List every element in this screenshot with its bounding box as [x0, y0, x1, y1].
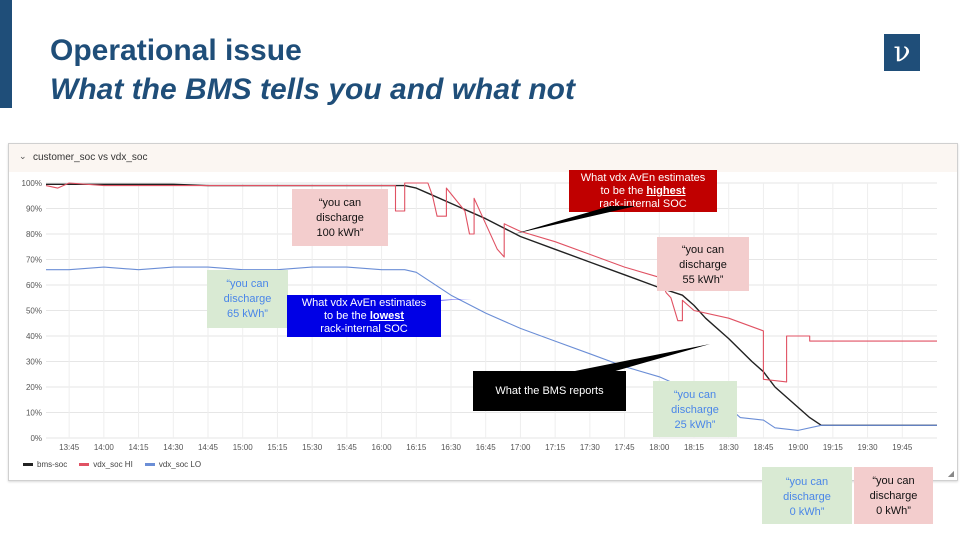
x-tick-label: 16:15	[406, 443, 427, 452]
annotation-discharge-0-hi: “you can discharge 0 kWh”	[854, 467, 933, 524]
x-tick-label: 17:00	[510, 443, 531, 452]
annotation-discharge-100: “you can discharge 100 kWh”	[292, 189, 388, 246]
legend-item[interactable]: bms-soc	[23, 460, 67, 469]
x-tick-label: 18:00	[649, 443, 670, 452]
x-tick-label: 15:15	[267, 443, 288, 452]
legend-label: vdx_soc LO	[158, 460, 202, 469]
x-tick-label: 17:45	[615, 443, 636, 452]
y-tick-label: 70%	[26, 256, 42, 265]
x-tick-label: 14:45	[198, 443, 219, 452]
y-tick-label: 10%	[26, 409, 42, 418]
y-tick-label: 80%	[26, 230, 42, 239]
y-tick-label: 100%	[22, 179, 42, 188]
x-tick-label: 14:30	[163, 443, 184, 452]
x-tick-label: 14:00	[94, 443, 115, 452]
x-tick-label: 18:30	[719, 443, 740, 452]
annotation-discharge-65: “you can discharge 65 kWh”	[207, 270, 288, 328]
x-tick-label: 19:00	[788, 443, 809, 452]
annotation-lowest-soc: What vdx AvEn estimates to be the lowest…	[287, 295, 441, 337]
y-tick-label: 60%	[26, 281, 42, 290]
x-tick-label: 17:30	[580, 443, 601, 452]
x-tick-label: 18:45	[753, 443, 774, 452]
x-tick-label: 19:30	[858, 443, 879, 452]
y-tick-label: 90%	[26, 205, 42, 214]
chart-panel: ⌄ customer_soc vs vdx_soc 0% 10% 20% 30% 40%…	[8, 143, 958, 481]
legend-swatch	[144, 463, 155, 467]
soc-line-chart: 0% 10% 20% 30% 40% 50% 60% 70% 80% 90% 100% 13:45 14…	[22, 179, 937, 452]
x-tick-label: 15:45	[337, 443, 358, 452]
chart-legend: bms-soc vdx_soc HI vdx_soc LO	[23, 460, 213, 469]
slide-accent-bar	[0, 0, 12, 108]
x-tick-label: 15:00	[233, 443, 254, 452]
y-tick-label: 30%	[26, 358, 42, 367]
y-tick-label: 40%	[26, 332, 42, 341]
legend-item[interactable]: vdx_soc HI	[79, 460, 133, 469]
annotation-discharge-55: “you can discharge 55 kWh”	[657, 237, 749, 291]
y-tick-label: 20%	[26, 383, 42, 392]
annotation-discharge-0-lo: “you can discharge 0 kWh”	[762, 467, 852, 524]
x-tick-label: 16:45	[476, 443, 497, 452]
panel-title: customer_soc vs vdx_soc	[33, 152, 148, 163]
x-tick-label: 16:30	[441, 443, 462, 452]
series-line-vdx-soc-lo	[46, 266, 937, 431]
annotation-discharge-25: “you can discharge 25 kWh”	[653, 381, 737, 437]
x-tick-label: 19:45	[892, 443, 913, 452]
x-tick-label: 15:30	[302, 443, 323, 452]
legend-label: vdx_soc HI	[93, 460, 133, 469]
series-line-vdx-soc-hi	[45, 182, 937, 383]
y-tick-label: 50%	[26, 307, 42, 316]
x-tick-label: 16:00	[372, 443, 393, 452]
slide-subtitle: What the BMS tells you and what not	[50, 73, 575, 106]
x-tick-label: 18:15	[684, 443, 705, 452]
annotation-bms-reports: What the BMS reports	[473, 371, 626, 411]
x-tick-label: 17:15	[545, 443, 566, 452]
y-tick-label: 0%	[30, 434, 42, 443]
annotation-highest-soc: What vdx AvEn estimates to be the highes…	[569, 170, 717, 212]
panel-header[interactable]: ⌄ customer_soc vs vdx_soc	[9, 144, 957, 172]
x-tick-label: 13:45	[59, 443, 80, 452]
x-tick-label: 19:15	[823, 443, 844, 452]
legend-label: bms-soc	[37, 460, 68, 469]
nu-logo-icon: ν	[884, 34, 920, 71]
resize-corner-icon[interactable]: ◢	[947, 469, 954, 478]
x-tick-label: 14:15	[129, 443, 150, 452]
legend-swatch	[23, 463, 33, 467]
slide-title: Operational issue	[50, 34, 302, 67]
legend-swatch	[79, 463, 90, 467]
chevron-down-icon[interactable]: ⌄	[19, 151, 27, 161]
legend-item[interactable]: vdx_soc LO	[144, 460, 202, 469]
